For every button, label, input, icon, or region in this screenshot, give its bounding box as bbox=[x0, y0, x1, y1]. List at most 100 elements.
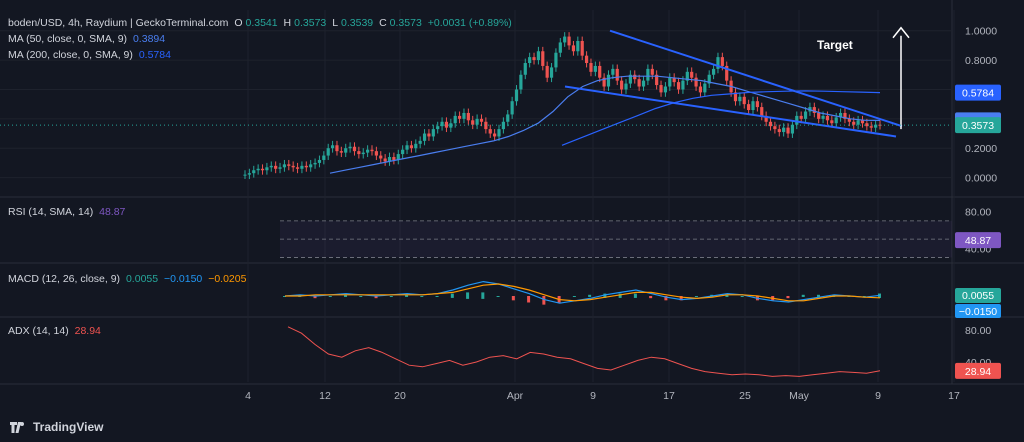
macd-label: MACD (12, 26, close, 9) bbox=[8, 273, 121, 285]
candle-body bbox=[322, 155, 326, 160]
candle-body bbox=[379, 155, 383, 159]
macd-histogram-bar bbox=[740, 296, 744, 297]
rsi-axis-badge-text: 48.87 bbox=[965, 235, 991, 247]
macd-histogram-bar bbox=[603, 293, 607, 298]
candle-body bbox=[374, 151, 378, 156]
candle-body bbox=[418, 140, 422, 144]
target-annotation: Target bbox=[817, 38, 853, 52]
candle-body bbox=[501, 121, 505, 130]
candle-body bbox=[243, 174, 247, 176]
candle-body bbox=[335, 145, 339, 152]
candle-body bbox=[694, 77, 698, 87]
macd-value-3: −0.0205 bbox=[208, 273, 247, 285]
candle-body bbox=[344, 148, 348, 153]
candle-body bbox=[563, 36, 567, 43]
rsi-legend[interactable]: RSI (14, SMA, 14) 48.87 bbox=[8, 206, 128, 218]
macd-histogram-bar bbox=[283, 296, 286, 297]
candle-body bbox=[698, 86, 703, 93]
candle-body bbox=[685, 71, 689, 81]
ma200-value: 0.5784 bbox=[138, 49, 171, 61]
candle-body bbox=[760, 107, 764, 116]
macd-axis-badge-2 bbox=[955, 304, 1001, 318]
candle-body bbox=[510, 101, 514, 115]
candle-body bbox=[247, 173, 251, 175]
rsi-tick-label: 80.00 bbox=[965, 207, 991, 219]
candle-body bbox=[291, 165, 295, 168]
candle-body bbox=[405, 145, 409, 150]
candle-body bbox=[620, 80, 624, 90]
x-tick-label: Apr bbox=[507, 390, 524, 402]
wedge-lower-line bbox=[564, 85, 897, 138]
macd-histogram-bar bbox=[572, 296, 576, 297]
macd-histogram-bar bbox=[450, 293, 454, 298]
candle-body bbox=[436, 126, 440, 130]
adx-value: 28.94 bbox=[74, 325, 101, 337]
candle-body bbox=[637, 79, 641, 87]
macd-histogram-bar bbox=[588, 294, 592, 297]
rsi-value: 48.87 bbox=[99, 206, 126, 218]
candle-body bbox=[493, 133, 497, 137]
candle-body bbox=[549, 67, 554, 78]
low-label: L bbox=[332, 17, 339, 29]
brand-name: TradingView bbox=[33, 420, 104, 434]
candle-body bbox=[589, 63, 593, 72]
candle-body bbox=[790, 124, 795, 134]
candle-body bbox=[825, 115, 830, 121]
macd-histogram-bar bbox=[420, 296, 424, 297]
macd-histogram-bar bbox=[679, 296, 683, 301]
candle-body bbox=[711, 68, 716, 75]
macd-histogram-bar bbox=[816, 294, 820, 297]
ma50-value: 0.3894 bbox=[132, 33, 166, 45]
ma200-legend[interactable]: MA (200, close, 0, SMA, 9) 0.5784 bbox=[8, 49, 174, 61]
candle-body bbox=[532, 57, 536, 61]
candle-body bbox=[650, 68, 654, 75]
candle-body bbox=[387, 157, 392, 162]
macd-legend[interactable]: MACD (12, 26, close, 9) 0.0055 −0.0150 −… bbox=[8, 273, 249, 285]
ma50-line bbox=[329, 75, 881, 174]
candle-body bbox=[361, 152, 365, 155]
candle-body bbox=[576, 40, 580, 52]
ma200-label: MA (200, close, 0, SMA, 9) bbox=[8, 49, 133, 61]
candle-body bbox=[834, 117, 838, 124]
candle-body bbox=[304, 165, 308, 168]
candle-body bbox=[453, 115, 457, 124]
candle-body bbox=[295, 167, 300, 169]
candle-body bbox=[838, 112, 843, 118]
macd-histogram-bar bbox=[481, 292, 485, 299]
candle-body bbox=[606, 74, 611, 87]
candle-body bbox=[278, 167, 282, 169]
macd-histogram-bar bbox=[344, 294, 348, 297]
candle-body bbox=[843, 112, 847, 119]
candle-body bbox=[519, 74, 523, 90]
close-value: 0.3573 bbox=[389, 17, 422, 29]
candle-body bbox=[514, 89, 519, 102]
ma50-legend[interactable]: MA (50, close, 0, SMA, 9) 0.3894 bbox=[8, 33, 168, 45]
candle-body bbox=[703, 83, 707, 93]
change-value: +0.0031 (+0.89%) bbox=[427, 17, 512, 29]
candle-body bbox=[265, 167, 269, 171]
price-axis-badge-text: 0.5784 bbox=[962, 88, 994, 100]
adx-axis-badge bbox=[955, 362, 1001, 379]
macd-histogram-bar bbox=[786, 296, 790, 299]
macd-signal-line bbox=[285, 283, 881, 302]
low-value: 0.3539 bbox=[341, 17, 374, 29]
candle-body bbox=[287, 164, 291, 166]
macd-histogram-bar bbox=[542, 296, 546, 305]
candle-body bbox=[528, 57, 532, 64]
rsi-label: RSI (14, SMA, 14) bbox=[8, 206, 94, 218]
macd-histogram-bar bbox=[389, 296, 393, 297]
candle-body bbox=[655, 74, 659, 86]
candle-body bbox=[357, 151, 361, 155]
x-tick-label: 4 bbox=[245, 390, 251, 402]
tradingview-logo[interactable]: TradingView bbox=[10, 420, 103, 434]
price-tick-label: 0.8000 bbox=[965, 55, 997, 67]
candle-body bbox=[396, 154, 400, 160]
candle-body bbox=[256, 168, 260, 171]
macd-histogram-bar bbox=[328, 296, 332, 297]
x-tick-label: 20 bbox=[394, 390, 406, 402]
candle-body bbox=[326, 148, 330, 156]
macd-histogram-bar bbox=[633, 293, 637, 298]
adx-legend[interactable]: ADX (14, 14) 28.94 bbox=[8, 325, 104, 337]
symbol-header: boden/USD, 4h, Raydium | GeckoTerminal.c… bbox=[8, 17, 515, 29]
candle-body bbox=[558, 42, 562, 53]
